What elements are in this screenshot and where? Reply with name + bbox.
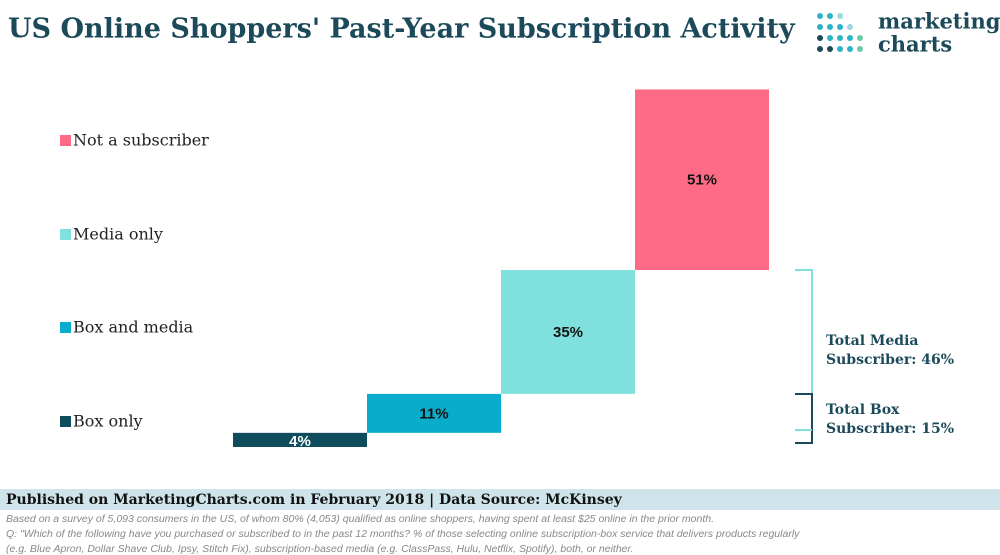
annotation: Subscriber: 15%: [826, 421, 954, 437]
chart-title: US Online Shoppers' Past-Year Subscripti…: [8, 14, 796, 45]
footer-note: Q: "Which of the following have you purc…: [6, 528, 800, 540]
logo-text: charts: [878, 32, 952, 57]
logo-text: marketing: [878, 9, 1000, 34]
footer-band: [0, 489, 1000, 510]
legend-label: Media only: [73, 225, 163, 244]
legend-swatch: [60, 322, 71, 333]
legend-label: Box and media: [73, 318, 194, 337]
bar: [233, 432, 367, 447]
footer-note: (e.g. Blue Apron, Dollar Shave Club, Ips…: [6, 543, 634, 555]
value-label: 51%: [687, 172, 717, 189]
footer-source: Published on MarketingCharts.com in Febr…: [6, 492, 623, 508]
legend-swatch: [60, 229, 71, 240]
value-label: 35%: [553, 324, 583, 341]
logo: marketing charts: [817, 9, 1000, 57]
footer-note: Based on a survey of 5,093 consumers in …: [6, 513, 714, 525]
legend-label: Box only: [73, 412, 143, 431]
legend-swatch: [60, 135, 71, 146]
annotation: Subscriber: 46%: [826, 352, 954, 368]
annotation: Total Box: [826, 402, 900, 418]
bar: [367, 393, 501, 433]
brackets: [795, 269, 813, 444]
bar: [501, 270, 635, 394]
annotation: Total Media: [826, 333, 918, 349]
value-label: 11%: [419, 405, 448, 422]
legend-swatch: [60, 416, 71, 427]
legend-label: Not a subscriber: [73, 131, 209, 150]
value-label: 4%: [289, 433, 311, 450]
bar: [635, 89, 769, 271]
